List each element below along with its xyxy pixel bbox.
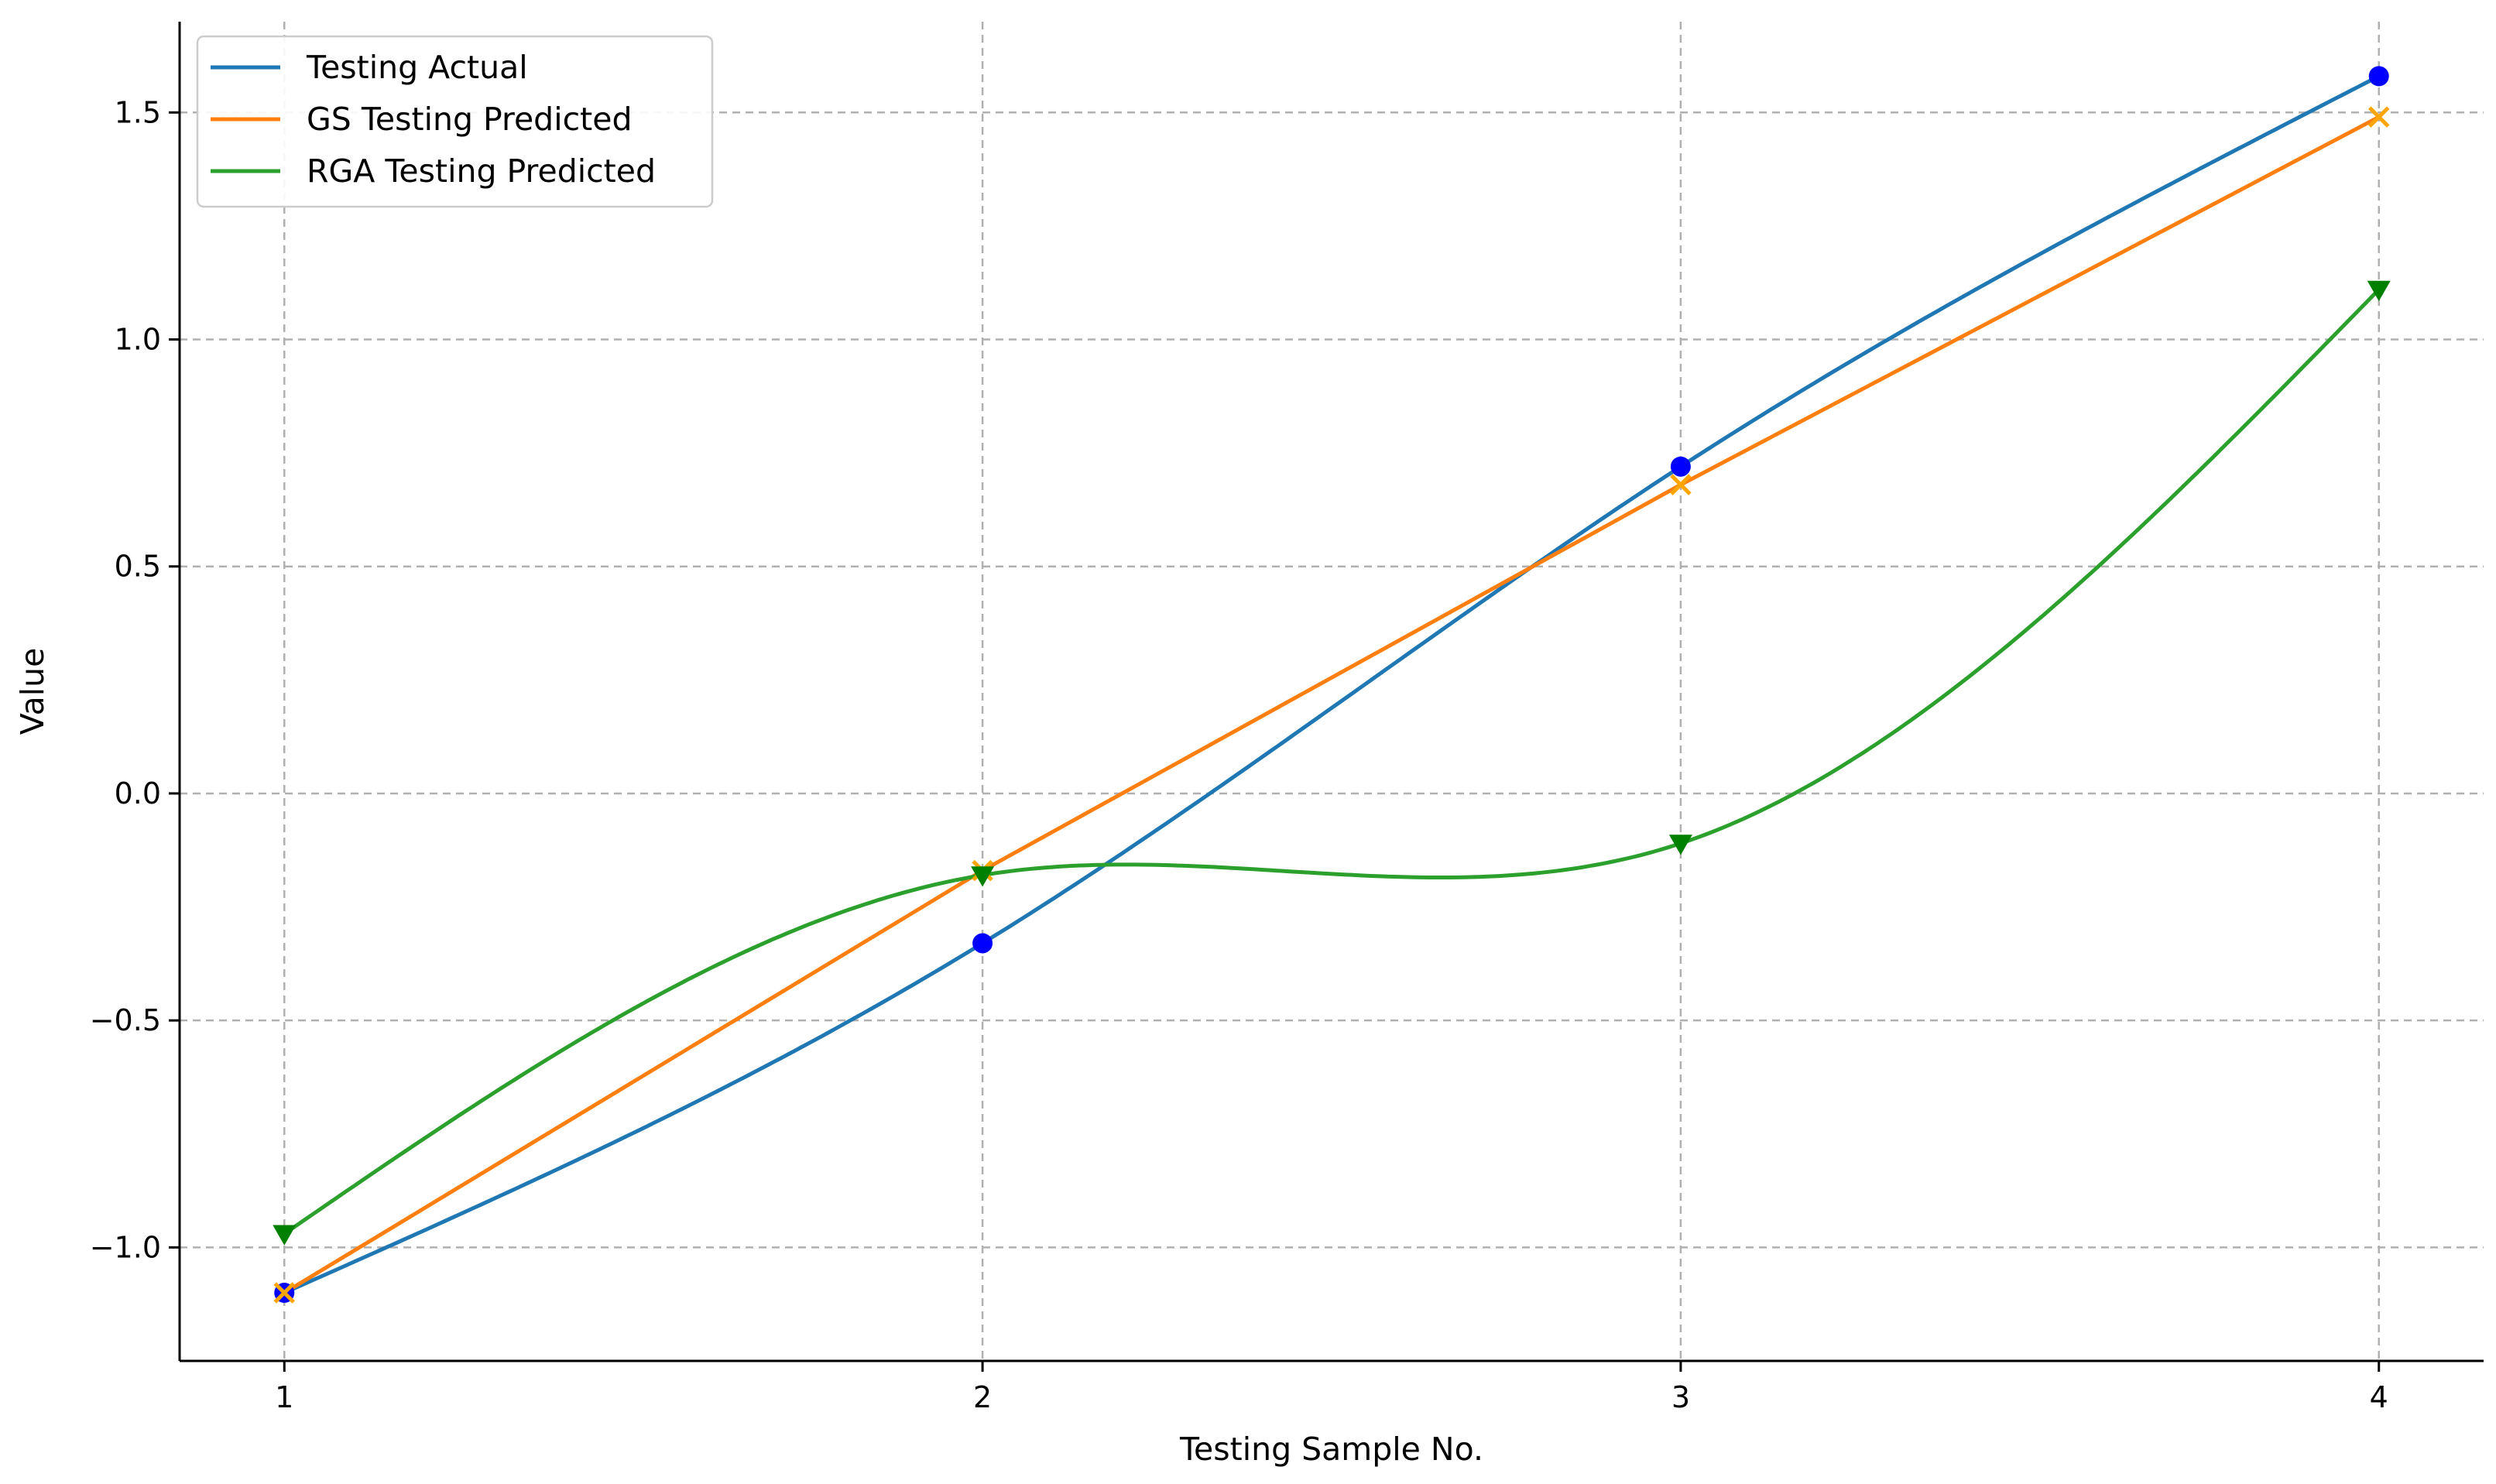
- data-point: [273, 1225, 297, 1246]
- y-tick-label: 0.5: [115, 550, 161, 584]
- series-markers: [273, 66, 2391, 1304]
- series-line: [282, 74, 2381, 1295]
- grid-lines: [180, 22, 2484, 1361]
- data-point: [1668, 835, 1692, 855]
- y-tick-label: 0.0: [115, 776, 161, 811]
- x-tick-label: 4: [2370, 1380, 2388, 1414]
- data-point: [972, 933, 993, 954]
- legend-label: GS Testing Predicted: [307, 101, 632, 138]
- legend-label: Testing Actual: [306, 49, 528, 86]
- series-line: [282, 115, 2381, 1295]
- y-axis-label: Value: [14, 648, 51, 735]
- x-axis-label: Testing Sample No.: [1179, 1431, 1483, 1468]
- data-point: [2367, 106, 2390, 128]
- legend: Testing Actual GS Testing Predicted RGA Te…: [196, 35, 714, 208]
- x-tick-label: 2: [973, 1380, 992, 1414]
- series-lines: [282, 74, 2381, 1295]
- x-tick-label: 1: [275, 1380, 293, 1414]
- axes: [178, 22, 2484, 1362]
- series-line: [282, 287, 2381, 1236]
- data-point: [1670, 474, 1692, 495]
- y-tick-label: −0.5: [90, 1003, 161, 1037]
- data-point: [273, 1282, 296, 1304]
- y-tick-label: 1.0: [115, 323, 161, 357]
- legend-label: RGA Testing Predicted: [307, 153, 656, 190]
- data-point: [971, 866, 995, 887]
- data-point: [2368, 66, 2389, 87]
- legend-box: [196, 35, 714, 208]
- x-tick-label: 3: [1671, 1380, 1690, 1414]
- axis-ticks: 1 2 3 4 −1.0 −0.5 0.0 0.5 1.0 1.5: [90, 95, 2388, 1414]
- data-point: [2367, 280, 2391, 301]
- y-tick-label: −1.0: [90, 1230, 161, 1264]
- data-point: [1670, 456, 1691, 477]
- y-tick-label: 1.5: [115, 95, 161, 129]
